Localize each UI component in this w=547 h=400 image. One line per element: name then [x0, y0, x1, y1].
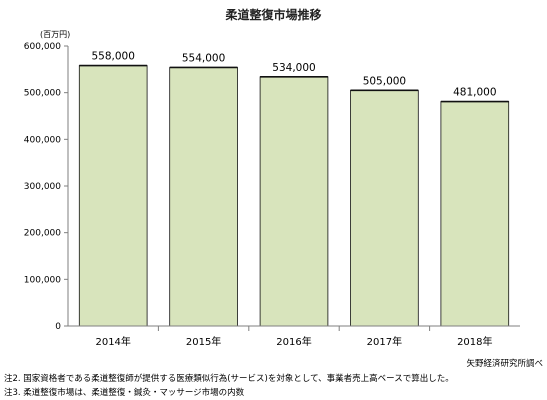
y-tick-label: 500,000	[24, 89, 61, 99]
x-tick-label: 2016年	[276, 335, 311, 348]
data-label: 558,000	[91, 51, 134, 63]
y-tick-label: 400,000	[24, 135, 61, 145]
unit-label: (百万円)	[40, 30, 70, 39]
x-tick-label: 2017年	[367, 335, 402, 348]
bar-2017年	[350, 89, 419, 327]
y-tick-label: 100,000	[24, 275, 61, 285]
note-1: 注2. 国家資格者である柔道整復師が提供する医療類似行為(サービス)を対象として…	[4, 374, 454, 384]
x-axis-labels: 2014年 2015年 2016年 2017年 2018年	[95, 326, 493, 348]
bar-2014年	[78, 65, 148, 327]
bar-2018年	[440, 101, 510, 327]
x-tick-label: 2014年	[95, 335, 130, 348]
data-label: 481,000	[453, 87, 496, 99]
source-label: 矢野経済研究所調べ	[466, 359, 543, 369]
y-tick-label: 600,000	[24, 42, 61, 52]
data-label: 534,000	[272, 62, 315, 74]
data-label: 505,000	[363, 75, 406, 87]
data-label: 554,000	[182, 52, 225, 64]
x-tick-label: 2018年	[457, 335, 492, 348]
x-tick-label: 2015年	[186, 335, 221, 348]
bar-2016年	[259, 76, 329, 327]
data-labels: 558,000 554,000 534,000 505,000 481,000	[91, 51, 496, 99]
bar-2015年	[169, 67, 238, 327]
y-tick-label: 300,000	[24, 182, 61, 192]
y-axis-ticks: 0 100,000 200,000 300,000 400,000 500,000 600,…	[24, 42, 68, 332]
y-tick-label: 0	[55, 322, 61, 332]
note-2: 注3. 柔道整復市場は、柔道整復・鍼灸・マッサージ市場の内数	[4, 388, 245, 398]
bars	[78, 64, 510, 327]
y-tick-label: 200,000	[24, 229, 61, 239]
chart-title: 柔道整復市場推移	[225, 8, 322, 22]
